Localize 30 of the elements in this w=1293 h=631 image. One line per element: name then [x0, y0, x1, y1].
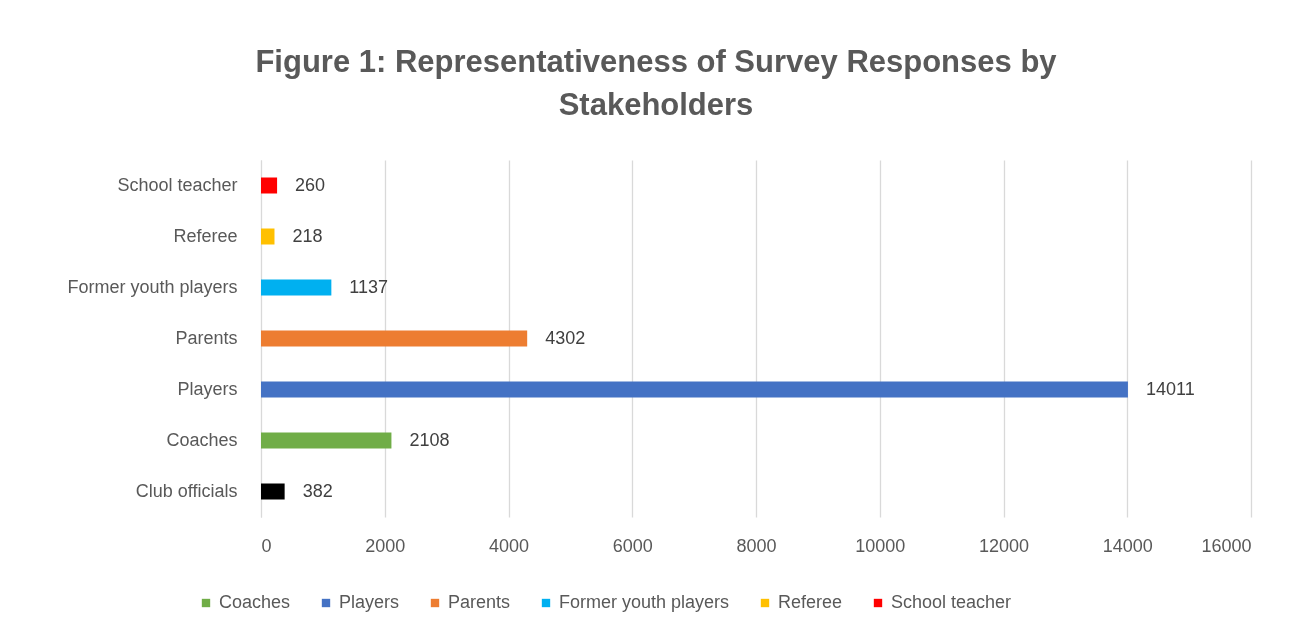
- y-tick-label: Club officials: [135, 480, 238, 501]
- x-tick-label: 2000: [365, 535, 406, 556]
- x-tick-label: 16000: [1201, 535, 1252, 556]
- data-label: 218: [292, 225, 323, 246]
- data-label: 260: [295, 174, 326, 195]
- x-tick-label: 12000: [978, 535, 1030, 556]
- y-tick-label: Referee: [173, 225, 238, 246]
- data-label: 1137: [349, 276, 389, 297]
- x-tick-label: 6000: [612, 535, 653, 556]
- legend-label: Coaches: [219, 592, 291, 612]
- x-tick-label: 4000: [488, 535, 530, 556]
- x-tick-label: 0: [261, 535, 272, 556]
- x-tick-label: 10000: [855, 535, 906, 556]
- data-label: 2108: [409, 429, 450, 450]
- legend-label: Former youth players: [559, 592, 730, 612]
- y-tick-label: Coaches: [166, 429, 238, 450]
- legend-label: School teacher: [891, 592, 1012, 612]
- data-label: 382: [302, 480, 333, 501]
- chart-title: Figure 1: Representativeness of Survey Responses by Stakeholders: [255, 44, 1058, 122]
- legend-label: Parents: [448, 592, 511, 612]
- legend-label: Players: [339, 592, 400, 612]
- data-label: 4302: [545, 327, 586, 348]
- y-tick-label: School teacher: [117, 174, 238, 195]
- x-tick-label: 8000: [736, 535, 777, 556]
- x-tick-label: 14000: [1102, 535, 1153, 556]
- y-tick-label: Parents: [175, 327, 238, 348]
- y-tick-label: Former youth players: [67, 276, 238, 297]
- legend-label: Referee: [778, 592, 843, 612]
- data-label: 14011: [1145, 378, 1195, 399]
- y-tick-label: Players: [177, 378, 238, 399]
